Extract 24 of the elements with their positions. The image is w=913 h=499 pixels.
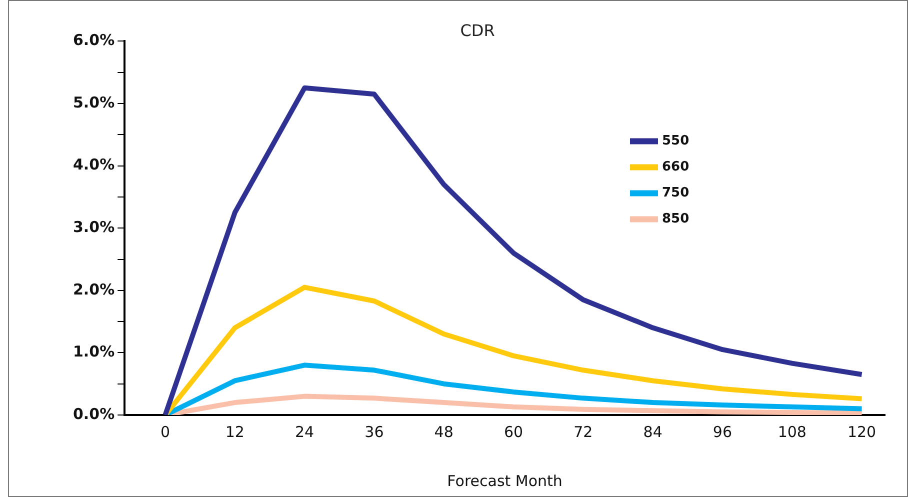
y-tick-label: 0.0%	[72, 404, 115, 423]
x-tick-label: 36	[364, 422, 384, 441]
y-tick-label: 2.0%	[72, 280, 115, 298]
y-tick-label: 1.0%	[72, 342, 115, 361]
y-tick-label: 3.0%	[72, 218, 115, 236]
x-tick-label: 96	[712, 422, 732, 441]
x-tick-label: 24	[294, 422, 314, 441]
y-tick-label: 4.0%	[72, 156, 115, 174]
legend-label: 550	[662, 134, 690, 149]
chart-title: CDR	[460, 20, 495, 40]
x-tick-label: 60	[504, 422, 524, 441]
x-tick-label: 12	[225, 422, 244, 441]
x-tick-label: 108	[778, 422, 806, 441]
legend-label: 850	[662, 212, 690, 227]
legend-label: 660	[662, 160, 690, 175]
x-tick-label: 120	[847, 422, 876, 441]
x-axis-title: Forecast Month	[447, 472, 562, 490]
y-tick-label: 6.0%	[72, 31, 115, 50]
x-tick-label: 0	[160, 422, 170, 441]
legend-label: 750	[662, 186, 690, 201]
x-tick-label: 72	[574, 422, 593, 441]
y-tick-label: 5.0%	[72, 93, 115, 112]
x-tick-label: 48	[434, 422, 454, 441]
x-tick-label: 84	[643, 422, 662, 441]
